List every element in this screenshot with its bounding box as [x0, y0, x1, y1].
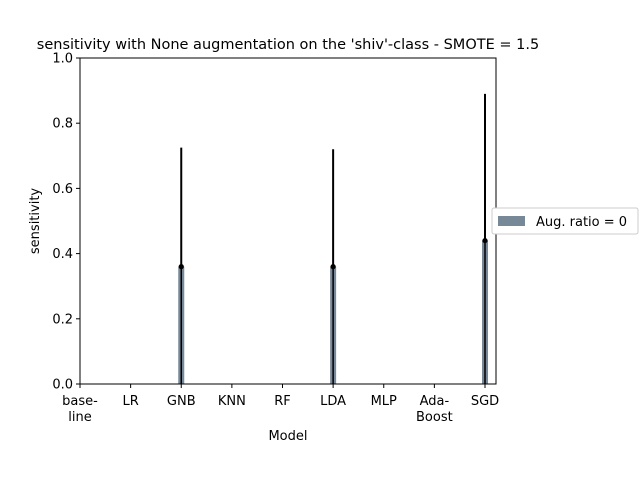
chart-title: sensitivity with None augmentation on th… — [37, 37, 539, 53]
x-tick-label: MLP — [371, 394, 397, 409]
y-tick-label: 1.0 — [52, 52, 73, 67]
x-axis-label: Model — [268, 429, 307, 444]
x-tick-label: GNB — [167, 394, 196, 409]
x-tick-label: LDA — [320, 394, 346, 409]
plot-frame — [79, 57, 497, 385]
y-tick-label: 0.8 — [52, 117, 73, 132]
x-tick-label: RF — [274, 394, 291, 409]
y-axis: 0.0 0.2 0.4 0.6 0.8 1.0 — [52, 52, 80, 393]
x-tick-label: SGD — [471, 394, 499, 409]
x-tick-label: base-line — [62, 394, 98, 425]
y-tick-label: 0.2 — [52, 312, 73, 327]
y-tick-label: 0.0 — [52, 378, 73, 393]
x-tick-label: KNN — [218, 394, 246, 409]
mean-point — [178, 264, 184, 270]
y-tick-label: 0.4 — [52, 247, 73, 262]
x-tick-label: LR — [122, 394, 138, 409]
legend-frame — [491, 207, 639, 235]
mean-point — [482, 237, 488, 244]
legend-swatch — [498, 216, 525, 226]
x-tick-label: Ada-Boost — [416, 394, 453, 425]
legend-label: Aug. ratio = 0 — [536, 215, 627, 230]
mean-point — [330, 264, 336, 270]
legend: Aug. ratio = 0 — [491, 207, 639, 235]
y-tick-label: 0.6 — [52, 182, 73, 197]
error-bars-layer — [178, 93, 488, 384]
y-axis-label: sensitivity — [28, 188, 43, 255]
x-axis: base-line LR GNB KNN RF LDA MLP Ada-Boost SGD — [62, 384, 499, 425]
